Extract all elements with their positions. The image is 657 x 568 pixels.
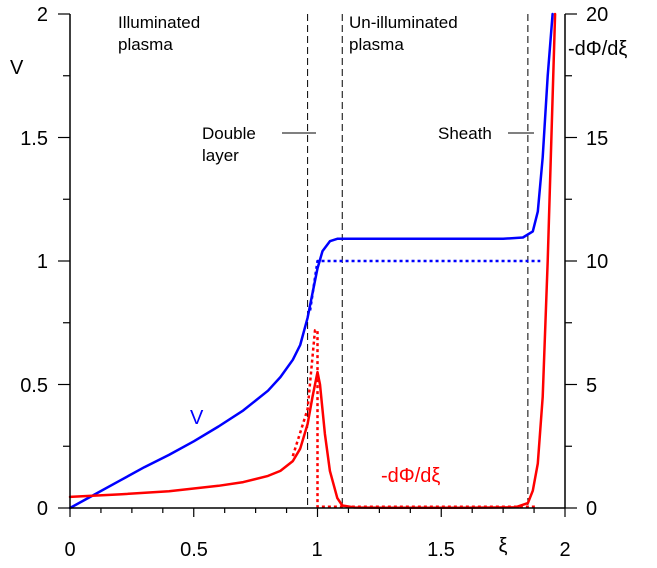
annotation-double-layer: Double layer: [202, 124, 261, 165]
region-label-illuminated-line1: Illuminated: [118, 13, 200, 32]
y-right-axis-title: -dΦ/dξ: [568, 38, 627, 60]
x-tick-label: 1: [311, 539, 322, 561]
region-label-unilluminated-line1: Un-illuminated: [349, 13, 458, 32]
v-series-dotted-line: [308, 259, 541, 311]
series-layer: [68, 12, 557, 510]
y-right-tick-label: 10: [586, 251, 608, 273]
x-axis-title: ξ: [499, 535, 508, 557]
x-tick-label: 1.5: [427, 539, 455, 561]
series-label-v: V: [190, 407, 204, 429]
region-label-illuminated: Illuminated plasma: [118, 13, 205, 54]
x-tick-label: 2: [559, 539, 570, 561]
annotation-sheath: Sheath: [438, 124, 492, 143]
y-left-tick-label: 1.5: [20, 128, 48, 150]
y-left-tick-label: 1: [37, 251, 48, 273]
x-tick-label: 0.5: [180, 539, 208, 561]
y-right-tick-label: 20: [586, 4, 608, 26]
annotation-double-layer-line2: layer: [202, 146, 239, 165]
y-right-tick-label: 0: [586, 498, 597, 520]
series-label-dphi: -dΦ/dξ: [381, 465, 440, 487]
y-left-tick-label: 2: [37, 4, 48, 26]
region-label-illuminated-line2: plasma: [118, 35, 173, 54]
region-label-unilluminated-line2: plasma: [349, 35, 404, 54]
dphi-series-line: [68, 12, 557, 510]
y-left-tick-label: 0: [37, 498, 48, 520]
x-tick-label: 0: [64, 539, 75, 561]
annotation-double-layer-line1: Double: [202, 124, 256, 143]
y-left-axis-title: V: [10, 57, 24, 79]
y-right-tick-label: 15: [586, 128, 608, 150]
dphi-series-dotted-line: [291, 328, 536, 509]
y-right-tick-label: 5: [586, 375, 597, 397]
y-left-tick-label: 0.5: [20, 375, 48, 397]
ticks-layer: [58, 13, 577, 517]
region-label-unilluminated: Un-illuminated plasma: [349, 13, 462, 54]
